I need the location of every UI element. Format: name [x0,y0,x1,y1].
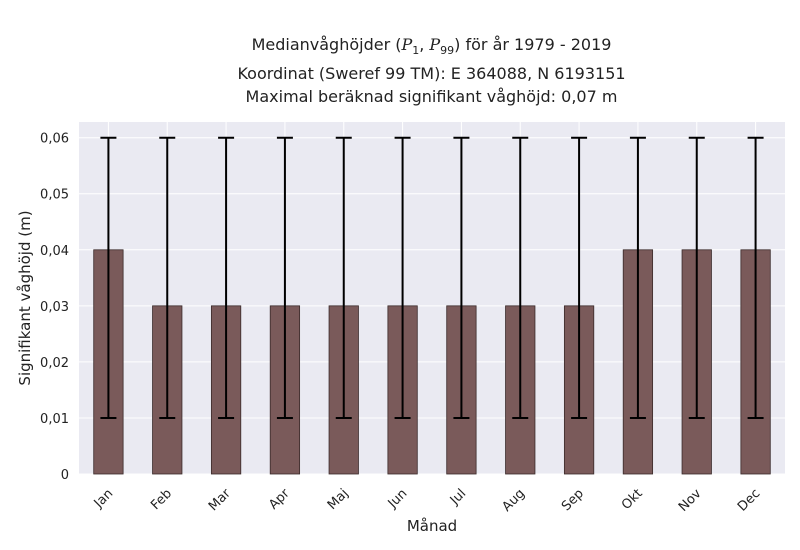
x-tick-label: Apr [266,486,293,513]
error-bar [629,136,646,419]
y-tick-label: 0,02 [40,356,69,371]
error-bar [453,136,470,419]
error-bar [512,136,529,419]
error-bar [688,136,705,419]
y-tick-label: 0 [61,468,69,483]
y-axis-label: Signifikant våghöjd (m) [16,210,34,385]
y-tick-label: 0,03 [40,300,69,315]
y-tick-label: 0,06 [40,132,69,147]
title-line-2: Koordinat (Sweref 99 TM): E 364088, N 61… [237,64,626,84]
error-bar [747,136,764,419]
x-tick-label: Maj [325,486,352,513]
error-bar [571,136,588,419]
plot-area [79,122,785,474]
x-tick-label: Okt [619,486,646,513]
x-tick-label: Feb [148,486,175,513]
x-axis-label: Månad [407,517,457,535]
error-bar [100,136,117,419]
title-line-1: Medianvåghöjder (P1, P99) för år 1979 - … [251,35,612,58]
y-tick-label: 0,01 [40,412,69,427]
error-bar [159,136,176,419]
x-tick-labels: Jan Feb Mar Apr Maj Jun Jul Aug Sep Okt Nov Dec [91,486,764,515]
x-tick-label: Aug [500,486,529,515]
error-bar [335,136,352,419]
x-tick-label: Jan [91,486,116,511]
x-tick-label: Sep [559,486,587,514]
title-line-3: Maximal beräknad signifikant våghöjd: 0,… [245,87,618,107]
x-tick-label: Nov [676,486,705,515]
x-tick-label: Jun [385,486,411,512]
y-tick-label: 0,05 [40,188,69,203]
error-bar [394,136,411,419]
x-tick-label: Dec [735,486,763,514]
error-bar [276,136,293,419]
x-tick-label: Mar [206,486,234,514]
y-tick-labels: 0 0,01 0,02 0,03 0,04 0,05 0,06 [40,132,69,483]
error-bars [100,136,764,419]
error-bar [218,136,235,419]
chart-title: Medianvåghöjder (P1, P99) för år 1979 - … [63,33,800,108]
y-tick-label: 0,04 [40,244,69,259]
x-tick-label: Jul [447,486,469,508]
